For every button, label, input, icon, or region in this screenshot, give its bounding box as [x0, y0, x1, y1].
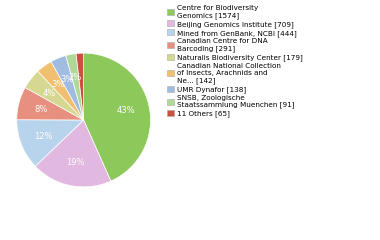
Wedge shape — [38, 62, 84, 120]
Wedge shape — [17, 120, 84, 166]
Wedge shape — [25, 71, 84, 120]
Wedge shape — [84, 53, 150, 181]
Text: 3%: 3% — [51, 80, 65, 90]
Text: 12%: 12% — [34, 132, 52, 141]
Text: 4%: 4% — [43, 89, 56, 98]
Wedge shape — [66, 54, 84, 120]
Text: 3%: 3% — [60, 75, 74, 84]
Wedge shape — [35, 120, 111, 187]
Text: 8%: 8% — [35, 104, 48, 114]
Wedge shape — [51, 55, 84, 120]
Text: 2%: 2% — [69, 73, 82, 82]
Legend: Centre for Biodiversity
Genomics [1574], Beijing Genomics Institute [709], Mined: Centre for Biodiversity Genomics [1574],… — [167, 5, 302, 117]
Text: 19%: 19% — [66, 158, 84, 167]
Wedge shape — [17, 88, 84, 120]
Text: 43%: 43% — [117, 107, 135, 115]
Wedge shape — [76, 53, 84, 120]
